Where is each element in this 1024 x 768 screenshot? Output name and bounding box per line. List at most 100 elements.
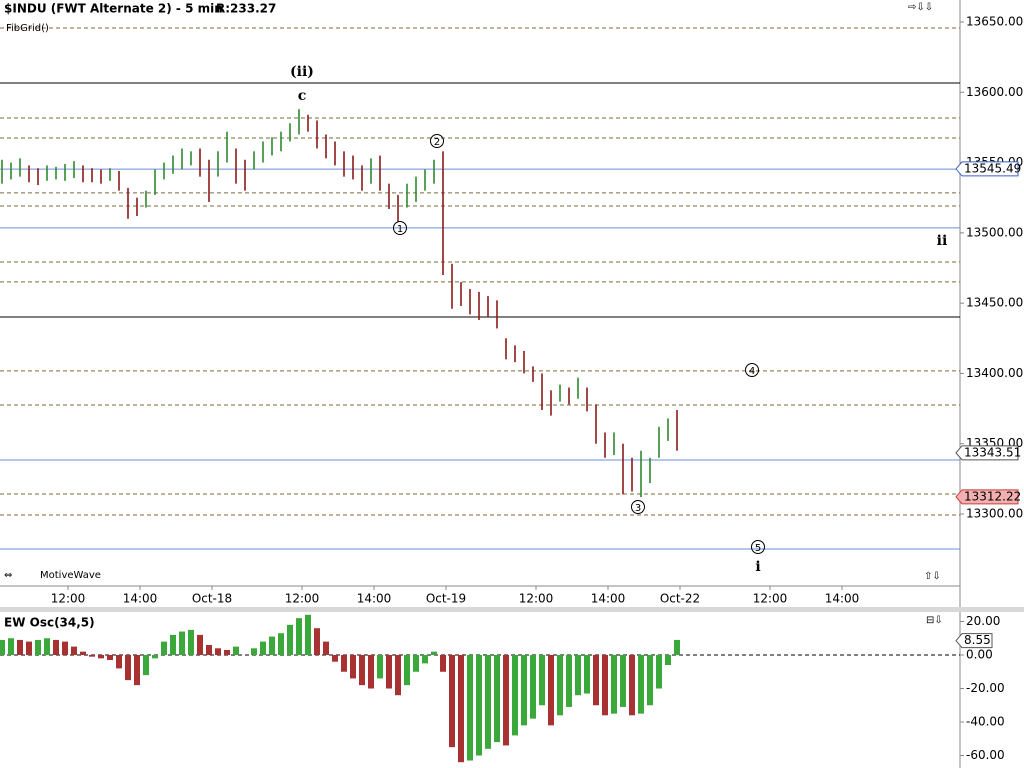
x-tick-label: Oct-19 xyxy=(426,592,466,606)
wave-label: 4 xyxy=(749,366,755,377)
osc-bar xyxy=(638,654,644,714)
osc-bar xyxy=(17,639,23,655)
osc-bar xyxy=(404,654,410,686)
osc-bar xyxy=(224,649,230,655)
osc-bar xyxy=(602,654,608,716)
brand-label: MotiveWave xyxy=(40,570,101,581)
osc-bar xyxy=(395,654,401,696)
osc-bar xyxy=(575,654,581,696)
osc-bar xyxy=(386,654,392,689)
osc-bar xyxy=(539,654,545,706)
y-tick-label: 13500.00 xyxy=(966,225,1023,239)
osc-bar xyxy=(116,654,122,669)
panel-icons[interactable]: ⇧⇩ xyxy=(924,571,941,582)
x-tick-label: Oct-22 xyxy=(660,592,700,606)
subtitle: R:233.27 xyxy=(216,2,276,16)
osc-bar xyxy=(584,654,590,694)
osc-bar xyxy=(278,633,284,655)
y-tick-label: -60.00 xyxy=(966,748,1005,762)
osc-bar xyxy=(359,654,365,686)
osc-bar xyxy=(350,654,356,679)
osc-bar xyxy=(521,654,527,726)
osc-bar xyxy=(0,639,5,655)
osc-bar xyxy=(80,651,86,655)
panel-icons[interactable]: ⊟⇩ xyxy=(926,615,943,626)
osc-bar xyxy=(314,628,320,655)
x-tick-label: Oct-18 xyxy=(192,592,232,606)
osc-bar xyxy=(98,654,104,659)
osc-bar xyxy=(467,654,473,761)
osc-bar xyxy=(62,641,68,655)
osc-bar xyxy=(305,614,311,655)
osc-bar xyxy=(161,641,167,655)
osc-bar xyxy=(179,631,185,655)
wave-label: c xyxy=(298,88,307,104)
wave-circle xyxy=(631,500,645,514)
osc-bar xyxy=(215,648,221,655)
osc-bar xyxy=(494,654,500,743)
x-tick-label: 12:00 xyxy=(519,592,554,606)
osc-bar xyxy=(26,641,32,655)
osc-bar xyxy=(143,654,149,676)
price-marker-label: 13312.22 xyxy=(964,489,1021,503)
osc-bar xyxy=(557,654,563,716)
osc-bar xyxy=(377,654,383,679)
y-tick-label: 20.00 xyxy=(966,614,1000,628)
osc-bar xyxy=(8,638,14,655)
osc-bar xyxy=(476,654,482,756)
x-tick-label: 14:00 xyxy=(825,592,860,606)
scroll-icon[interactable]: ⇔ xyxy=(4,570,12,581)
y-tick-label: 13400.00 xyxy=(966,366,1023,380)
osc-bar xyxy=(512,654,518,736)
osc-bar xyxy=(566,654,572,707)
osc-bar xyxy=(251,648,257,655)
osc-bar xyxy=(89,654,95,657)
osc-bar xyxy=(170,634,176,655)
osc-bar xyxy=(503,654,509,746)
levels xyxy=(0,27,960,550)
osc-bar xyxy=(53,639,59,655)
osc-title: EW Osc(34,5) xyxy=(4,616,95,630)
osc-bar xyxy=(44,638,50,655)
osc-bar xyxy=(647,654,653,706)
osc-bar xyxy=(152,654,158,659)
price-marker-label: 13343.51 xyxy=(964,445,1021,459)
osc-bar xyxy=(413,654,419,672)
y-tick-label: 13450.00 xyxy=(966,296,1023,310)
y-tick-label: 13600.00 xyxy=(966,85,1023,99)
osc-bar xyxy=(593,654,599,706)
osc-bar xyxy=(341,654,347,672)
chart-title: $INDU (FWT Alternate 2) - 5 min xyxy=(4,2,223,16)
osc-bar xyxy=(323,641,329,655)
panel-splitter[interactable] xyxy=(0,607,1024,612)
y-tick-label: -40.00 xyxy=(966,715,1005,729)
wave-label: i xyxy=(755,559,760,575)
wave-label: 5 xyxy=(755,543,761,554)
osc-bar xyxy=(665,654,671,666)
osc-bar xyxy=(449,654,455,748)
x-tick-label: 14:00 xyxy=(591,592,626,606)
price-marker xyxy=(955,161,1019,177)
x-tick-label: 12:00 xyxy=(51,592,86,606)
osc-bar xyxy=(485,654,491,749)
osc-bar xyxy=(332,654,338,662)
wave-label: ii xyxy=(937,233,948,249)
osc-bar xyxy=(440,654,446,672)
toolbar-icons[interactable]: ⇨⇩⇩ xyxy=(908,2,933,13)
y-tick-label: 13300.00 xyxy=(966,506,1023,520)
osc-bar xyxy=(125,654,131,681)
x-tick-label: 14:00 xyxy=(123,592,158,606)
osc-bar xyxy=(296,618,302,655)
wave-circle xyxy=(430,134,444,148)
wave-circle xyxy=(751,540,765,554)
osc-bar xyxy=(611,654,617,714)
osc-bar xyxy=(35,639,41,655)
osc-bar xyxy=(530,654,536,719)
study-label: FibGrid() xyxy=(6,23,49,34)
wave-label: 1 xyxy=(397,224,403,235)
x-tick-label: 14:00 xyxy=(357,592,392,606)
value-marker xyxy=(955,633,993,649)
y-tick-label: 0.00 xyxy=(966,647,993,661)
osc-bar xyxy=(71,646,77,655)
osc-bar xyxy=(188,629,194,655)
